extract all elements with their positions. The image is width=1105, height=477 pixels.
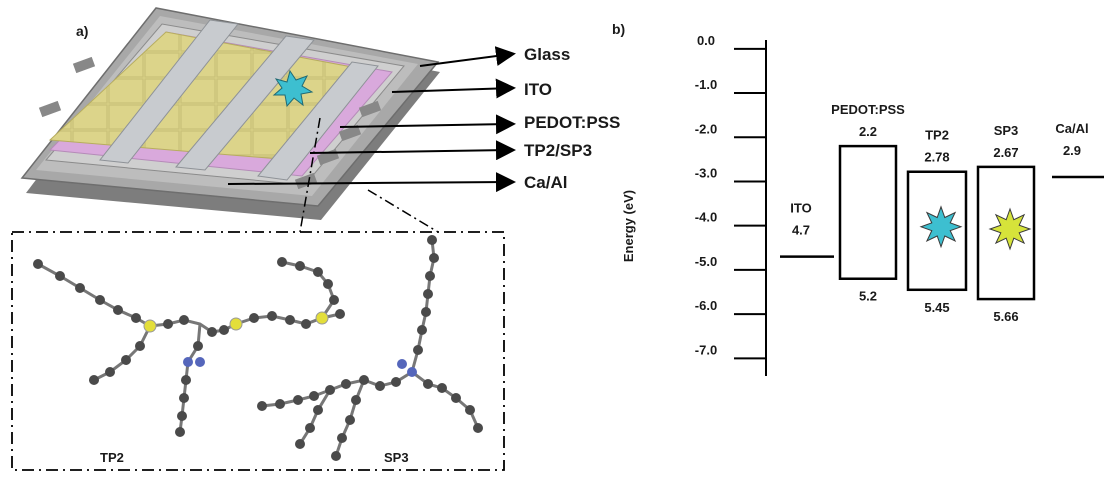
y-tick-label: -6.0 [695,298,717,313]
ito-name-label: ITO [790,201,811,216]
pedot-pss-homo-label: 5.2 [859,289,877,304]
layer-label-cathode: Ca/Al [524,173,567,192]
y-tick-label: -7.0 [695,342,717,357]
device-illustration [20,7,440,220]
contact-tab [338,124,362,142]
sp3-molecule [261,239,480,457]
pedot-pss-band-box [838,144,898,280]
tp2-emission-star-icon [919,205,963,249]
sp3-hetero-atoms [397,359,417,377]
ca-al-name-label: Ca/Al [1055,121,1088,136]
y-tick-label: -3.0 [695,165,717,180]
tp2-homo-label: 5.45 [924,300,949,315]
sp3-atoms [257,235,483,461]
layer-label-active: TP2/SP3 [524,141,592,160]
arrow-ito [391,78,516,99]
molecule-label-tp2: TP2 [100,450,124,465]
arrow-glass [419,46,516,67]
tp2-hetero-atoms [143,311,329,367]
emission-star-icon [272,69,314,108]
tp2-lumo-label: 2.78 [924,150,949,165]
layer-label-pedot: PEDOT:PSS [524,113,620,132]
electrode-strip-2 [175,35,315,171]
y-tick-label: 0.0 [697,33,715,48]
energy-levels: ITO 4.7 PEDOT:PSS 2.2 5.2 TP2 2.78 5.45 SP3 2.67 5… [780,102,1104,324]
layer-label-glass: Glass [524,45,570,64]
sp3-emission-star-icon [988,207,1032,251]
layer-arrows [227,46,516,193]
arrow-active [309,140,516,161]
arrow-cathode [227,172,516,193]
zoom-line-right [367,189,439,233]
layer-label-ito: ITO [524,80,552,99]
y-tick-label: -2.0 [695,121,717,136]
arrow-pedot [339,114,516,135]
layer-labels: Glass ITO PEDOT:PSS TP2/SP3 Ca/Al [524,45,620,192]
electrode-strip-3 [257,61,379,181]
tp2-atoms [33,257,345,437]
sp3-homo-label: 5.66 [993,309,1018,324]
contact-tab [358,100,382,118]
sp3-name-label: SP3 [994,123,1019,138]
molecule-label-sp3: SP3 [384,450,409,465]
sp3-lumo-label: 2.67 [993,145,1018,160]
contact-tab [294,172,318,190]
y-axis-title: Energy (eV) [621,190,636,262]
molecule-structures [33,235,483,461]
ito-value-label: 4.7 [792,223,810,238]
panel-b-label: b) [612,21,625,37]
contact-tab [38,100,62,118]
y-tick-label: -5.0 [695,254,717,269]
energy-axis: 0.0 -1.0 -2.0 -3.0 -4.0 -5.0 -6.0 -7.0 [695,33,767,376]
pedot-pss-name-label: PEDOT:PSS [831,102,905,117]
electrode-strip-1 [99,19,239,164]
contact-tab [72,56,96,74]
panel-a-label: a) [76,23,88,39]
y-tick-label: -1.0 [695,77,717,92]
pedot-pss-lumo-label: 2.2 [859,124,877,139]
molecule-box [11,231,505,471]
ca-al-value-label: 2.9 [1063,143,1081,158]
tp2-name-label: TP2 [925,128,949,143]
y-tick-label: -4.0 [695,210,717,225]
